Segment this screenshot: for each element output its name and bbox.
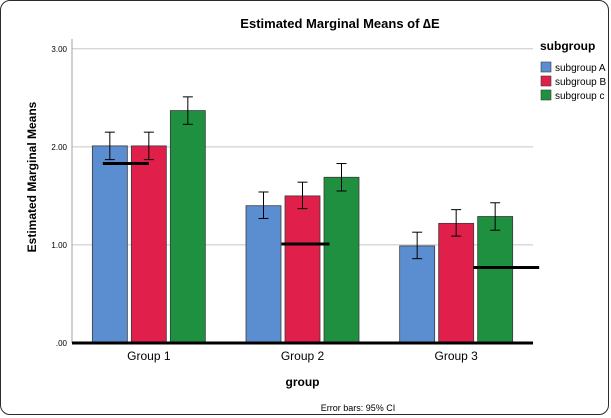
x-tick-label: Group 1 [127,349,171,363]
x-tick-label: Group 3 [434,349,478,363]
bar-subgroup-b-group-3 [438,222,475,344]
x-tick-label: Group 2 [281,349,325,363]
legend-label: subgroup A [555,63,606,74]
bar-subgroup-c-group-2 [323,176,360,344]
y-axis-label: Estimated Marginal Means [25,101,39,252]
legend-swatch [540,75,552,87]
x-axis-label: group [286,375,320,389]
bar-subgroup-b-group-2 [284,195,321,344]
legend-title: subgroup [540,39,595,53]
bar-subgroup-b-group-1 [130,145,167,344]
bar-subgroup-a-group-1 [91,145,128,344]
y-tick-label: 3.00 [51,45,67,54]
legend-label: subgroup B [555,77,606,88]
y-tick-label: .00 [56,339,68,348]
bar-subgroup-c-group-3 [477,216,514,344]
bar-subgroup-c-group-1 [169,110,206,344]
error-bars-note: Error bars: 95% CI [321,403,396,413]
bar-subgroup-a-group-2 [245,205,282,344]
y-tick-label: 2.00 [51,143,67,152]
chart-title: Estimated Marginal Means of ∆E [240,16,440,31]
legend-label: subgroup c [555,91,604,102]
legend-swatch [540,61,552,73]
bar-subgroup-a-group-3 [399,245,436,344]
y-tick-label: 1.00 [51,241,67,250]
legend-swatch [540,89,552,101]
